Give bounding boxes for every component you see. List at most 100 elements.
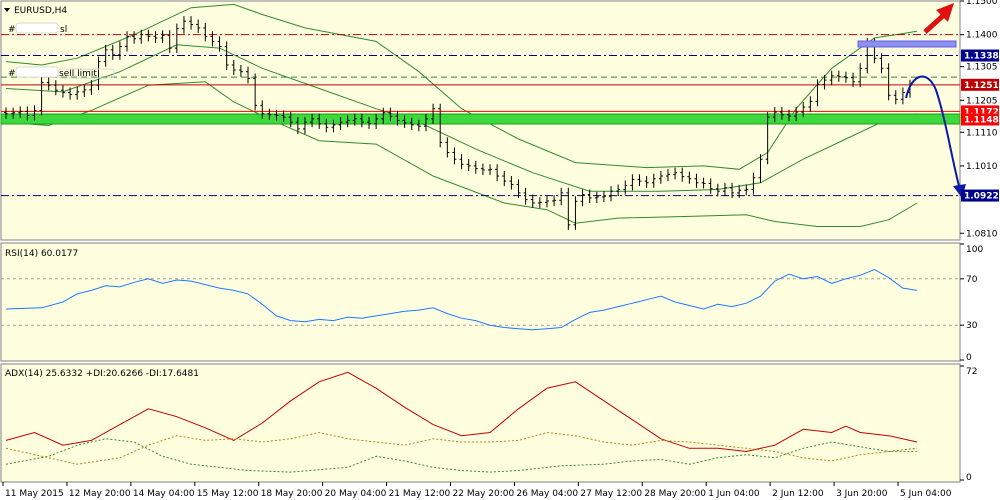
price-bar xyxy=(160,30,165,44)
price-bar xyxy=(395,111,400,126)
price-bar xyxy=(267,108,272,120)
price-bar xyxy=(530,194,535,209)
price-bar xyxy=(765,112,770,165)
price-bar xyxy=(253,73,258,111)
time-tick-label: 20 May 04:00 xyxy=(325,489,387,499)
price-bar xyxy=(288,112,293,128)
level-price-label: 1.0922 xyxy=(964,192,999,202)
price-bar xyxy=(181,16,186,34)
time-tick-label: 11 May 2015 xyxy=(5,489,64,499)
level-price-box xyxy=(961,49,999,62)
price-bar xyxy=(452,147,457,165)
price-bar xyxy=(46,77,51,91)
price-bar xyxy=(808,96,813,113)
rsi-axis: 100 70 30 0 xyxy=(960,243,983,363)
price-tick-label: 1.1110 xyxy=(966,128,998,138)
price-bar xyxy=(651,173,656,188)
price-pane-title: EURUSD,H4 xyxy=(14,6,67,16)
price-bar xyxy=(601,191,606,202)
price-bar xyxy=(146,29,151,42)
adx-series-plus_di xyxy=(5,438,918,473)
price-bar xyxy=(224,41,229,71)
price-bar xyxy=(801,101,806,118)
price-bar xyxy=(559,187,564,206)
price-bar xyxy=(858,63,863,87)
price-bar xyxy=(302,117,307,134)
price-bar xyxy=(416,119,421,132)
adx-tick-label: 72 xyxy=(966,367,977,377)
time-tick-label: 26 May 04:00 xyxy=(516,489,578,499)
price-bar xyxy=(786,109,791,122)
price-bar xyxy=(665,169,670,182)
price-bar xyxy=(96,56,101,91)
price-bar xyxy=(616,184,621,197)
price-tick-label: 1.1305 xyxy=(966,63,998,73)
price-tick-label: 1.1010 xyxy=(966,162,998,172)
price-bar xyxy=(715,183,720,197)
price-pane: # sl # sell limit EURUSD,H4 xyxy=(0,0,966,241)
projection-curve xyxy=(905,75,961,191)
price-bar xyxy=(82,84,87,97)
price-bar xyxy=(566,187,571,230)
price-tick-label: 1.1400 xyxy=(966,31,998,41)
order-sell-limit-hash: # xyxy=(8,69,16,79)
price-axis: 1.1500 1.1400 1.1305 1.1205 1.1110 1.1010 1.08… xyxy=(960,0,999,239)
price-bar xyxy=(623,180,628,195)
price-bar xyxy=(552,195,557,207)
support-zone-band xyxy=(0,113,961,125)
price-bar xyxy=(537,197,542,209)
price-bar xyxy=(217,36,222,52)
price-bar xyxy=(488,164,493,176)
time-tick-label: 15 May 12:00 xyxy=(197,489,259,499)
price-bar xyxy=(359,113,364,128)
price-bar xyxy=(594,191,599,203)
price-bar xyxy=(117,41,122,60)
price-bar xyxy=(310,113,315,128)
rsi-pane: RSI(14) 60.0177 100 70 30 0 xyxy=(0,242,983,363)
price-bar xyxy=(772,107,777,123)
up-arrow-shaft xyxy=(923,12,947,34)
price-bar xyxy=(231,59,236,76)
price-bar xyxy=(345,115,350,128)
rsi-title: RSI(14) 60.0177 xyxy=(5,249,78,259)
rsi-tick-label: 70 xyxy=(966,275,978,285)
order-sl-hash: # xyxy=(8,25,16,35)
price-bar xyxy=(352,113,357,126)
symbol-dropdown-icon[interactable] xyxy=(4,8,10,12)
price-bar xyxy=(900,87,905,105)
time-tick-label: 3 Jun 20:00 xyxy=(836,489,888,499)
price-bar xyxy=(737,185,742,198)
price-bar xyxy=(11,107,16,119)
rsi-line xyxy=(5,268,918,331)
price-bar xyxy=(758,154,763,183)
price-bar xyxy=(637,174,642,187)
price-bar xyxy=(445,137,450,158)
time-tick-label: 18 May 20:00 xyxy=(261,489,323,499)
price-bar xyxy=(694,173,699,188)
price-bar xyxy=(4,107,8,119)
price-bar xyxy=(423,113,428,132)
price-bar xyxy=(39,77,44,116)
price-bar xyxy=(53,80,58,96)
level-price-label: 1.1172 xyxy=(964,107,999,117)
price-bar xyxy=(68,87,73,100)
price-bar xyxy=(822,75,827,90)
order-sl-label: sl xyxy=(60,25,67,35)
price-bar xyxy=(544,195,549,208)
price-bar xyxy=(459,154,464,170)
price-bar xyxy=(246,66,251,84)
price-bars xyxy=(4,16,912,230)
price-bar xyxy=(174,23,179,54)
price-bar xyxy=(60,85,65,98)
time-axis: 11 May 2015 12 May 20:00 14 May 04:00 15 Ma… xyxy=(2,482,952,499)
level-price-label: 1.1148 xyxy=(964,115,999,125)
level-price-label: 1.1251 xyxy=(964,81,999,91)
price-bar xyxy=(331,119,336,133)
price-bar xyxy=(516,179,521,198)
price-bar xyxy=(125,31,130,52)
price-bar xyxy=(495,164,500,182)
price-bar xyxy=(317,113,322,129)
time-tick-label: 1 Jun 04:00 xyxy=(708,489,760,499)
order-sl-redacted-box xyxy=(15,22,59,34)
